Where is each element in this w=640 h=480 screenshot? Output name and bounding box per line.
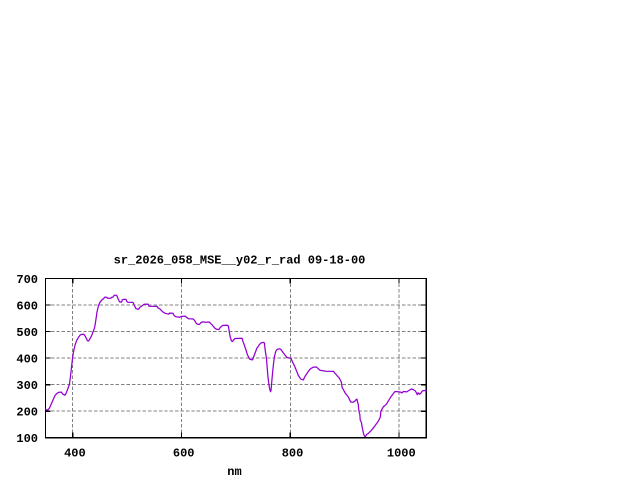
svg-text:nm: nm bbox=[227, 465, 241, 479]
svg-text:100: 100 bbox=[16, 432, 38, 446]
svg-text:1000: 1000 bbox=[387, 446, 416, 460]
svg-text:200: 200 bbox=[16, 406, 38, 420]
svg-text:500: 500 bbox=[16, 326, 38, 340]
svg-text:400: 400 bbox=[64, 446, 86, 460]
svg-text:600: 600 bbox=[16, 299, 38, 313]
svg-text:600: 600 bbox=[173, 446, 195, 460]
svg-text:400: 400 bbox=[16, 353, 38, 367]
svg-text:sr_2026_058_MSE__y02_r_rad 09-: sr_2026_058_MSE__y02_r_rad 09-18-00 bbox=[114, 253, 366, 267]
svg-text:800: 800 bbox=[282, 446, 304, 460]
svg-text:300: 300 bbox=[16, 379, 38, 393]
svg-text:700: 700 bbox=[16, 273, 38, 287]
